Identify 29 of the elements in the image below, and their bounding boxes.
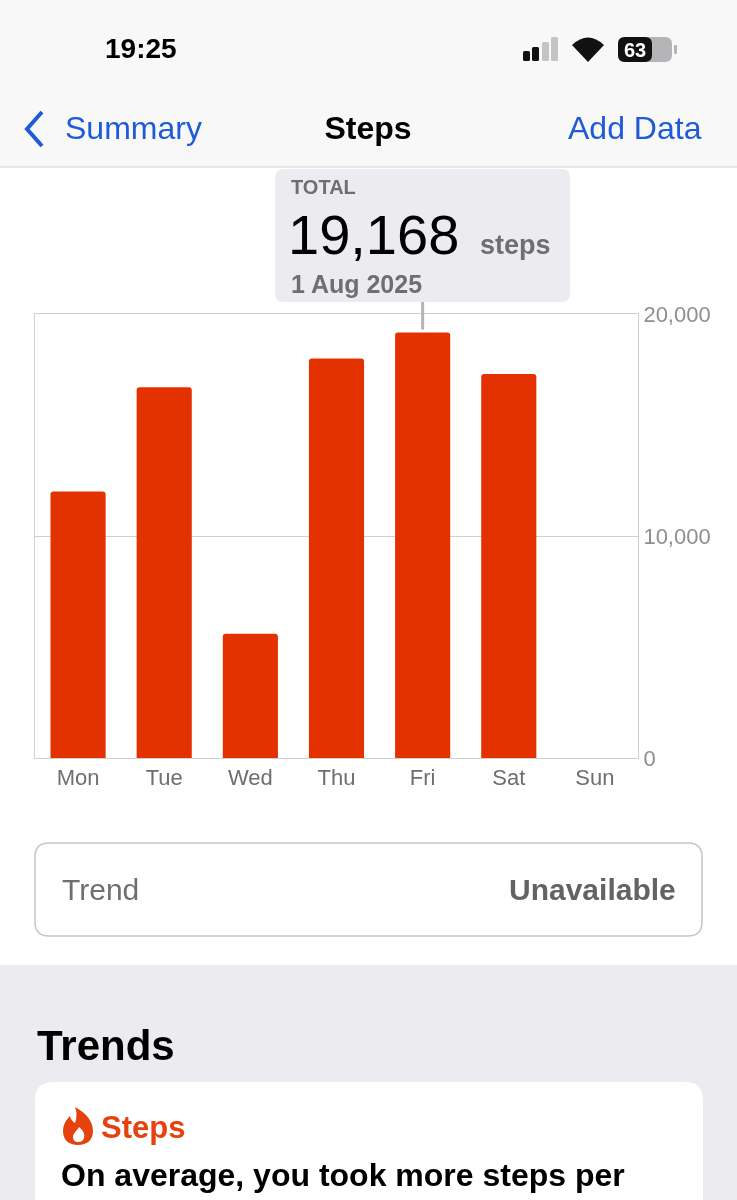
bar: [395, 332, 451, 758]
text: Trends: [37, 1022, 175, 1069]
bar: [50, 491, 106, 758]
x-tick-label: Mon: [56, 765, 100, 791]
text: Trend: [62, 873, 140, 906]
x-tick-label: Sat: [492, 765, 526, 791]
text: steps: [480, 230, 551, 260]
text: On average, you took more steps per: [61, 1157, 625, 1193]
y-tick-label: 0: [643, 745, 656, 771]
text: TOTAL: [291, 176, 356, 198]
bar: [136, 387, 192, 758]
annotation: 19,168: [288, 203, 460, 266]
chart-title: Steps: [324, 110, 412, 147]
bar: [308, 358, 365, 758]
text: Summary: [65, 110, 202, 146]
text: Add Data: [568, 110, 702, 146]
text: Unavailable: [509, 873, 676, 906]
y-tick-label: 20,000: [643, 301, 711, 327]
text: Steps: [101, 1110, 186, 1145]
x-tick-label: Fri: [409, 765, 436, 791]
x-tick-label: Tue: [145, 765, 183, 791]
y-tick-label: 10,000: [643, 523, 711, 549]
text: 19:25: [105, 33, 177, 64]
bar: [222, 633, 278, 758]
bar: [481, 373, 537, 758]
text: 1 Aug 2025: [291, 270, 423, 298]
x-tick-label: Wed: [227, 765, 273, 791]
x-tick-label: Sun: [575, 765, 615, 791]
x-tick-label: Thu: [317, 765, 356, 791]
